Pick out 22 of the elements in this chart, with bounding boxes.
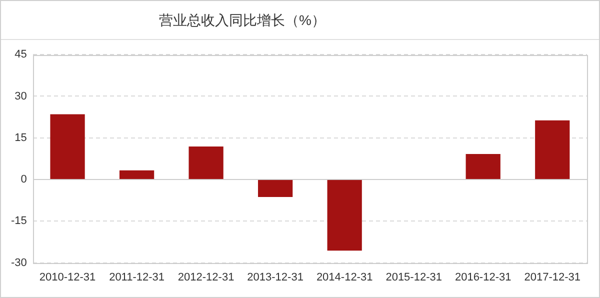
x-tick-label: 2015-12-31 <box>386 271 442 284</box>
x-tick-label: 2014-12-31 <box>316 271 373 284</box>
x-tick-label: 2012-12-31 <box>178 271 234 284</box>
chart-title: 营业总收入同比增长（%） <box>1 1 599 40</box>
bar <box>50 114 85 180</box>
x-tick-label: 2016-12-31 <box>454 271 512 284</box>
bar <box>327 180 362 251</box>
y-tick-label: -30 <box>10 256 27 269</box>
x-tick-label: 2017-12-31 <box>524 271 581 284</box>
x-tick-label: 2010-12-31 <box>39 271 96 284</box>
bar <box>535 120 570 180</box>
y-tick-label: 0 <box>20 174 27 186</box>
y-tick-label: -15 <box>10 215 27 228</box>
y-tick-label: 45 <box>14 48 27 61</box>
bar <box>188 146 224 180</box>
bar <box>119 170 154 180</box>
x-tick-label: 2013-12-31 <box>247 271 304 284</box>
bar <box>466 154 500 180</box>
y-tick-label: 15 <box>14 132 27 144</box>
y-tick-label: 30 <box>14 90 27 102</box>
bar <box>258 180 293 198</box>
x-tick-label: 2011-12-31 <box>109 271 165 284</box>
